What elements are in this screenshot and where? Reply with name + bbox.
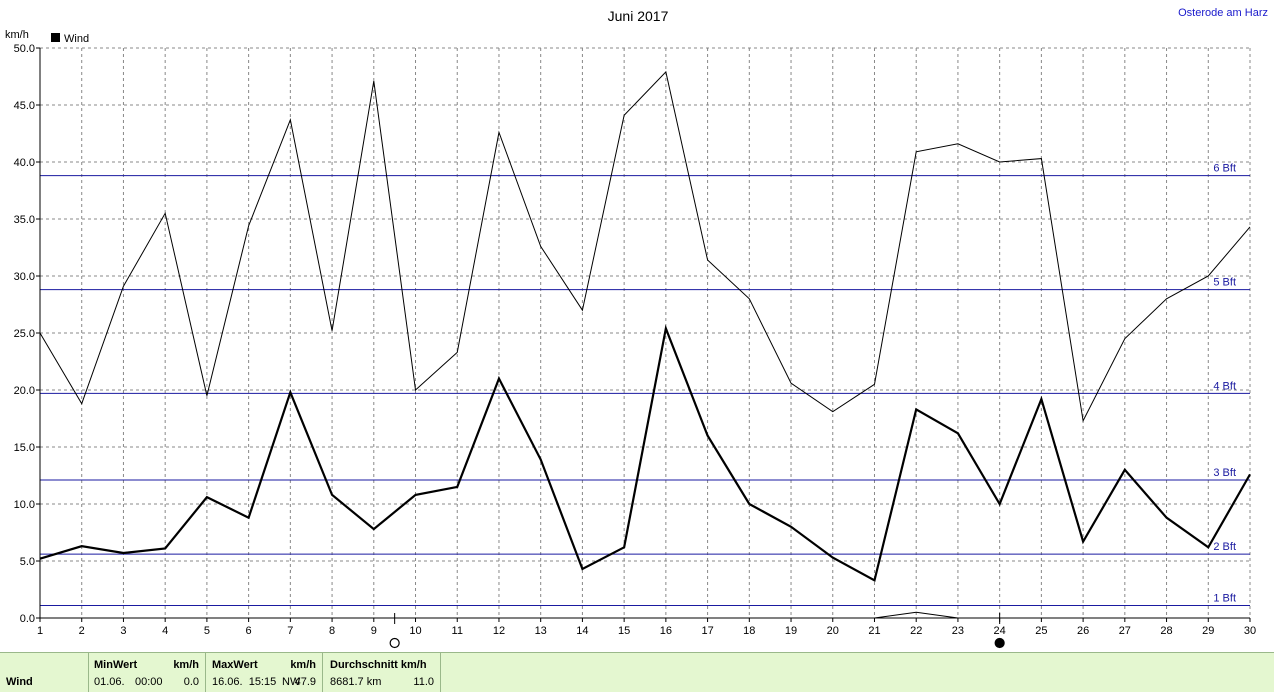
x-tick-label: 8: [329, 625, 335, 637]
x-tick-label: 21: [868, 625, 880, 637]
beaufort-label: 6 Bft: [1213, 163, 1236, 175]
series-line-max: [39, 70, 1251, 423]
y-tick-label: 20.0: [14, 385, 35, 397]
avg-value: 11.0: [413, 676, 434, 688]
x-tick-label: 11: [452, 625, 463, 637]
avg-cell: Durchschnitt km/h 8681.7 km 11.0: [323, 653, 441, 692]
beaufort-label: 4 Bft: [1213, 380, 1236, 392]
x-tick-label: 27: [1119, 625, 1131, 637]
x-tick-label: 20: [827, 625, 839, 637]
x-tick-label: 28: [1160, 625, 1172, 637]
y-tick-label: 45.0: [14, 100, 35, 112]
footer-label-cell: Wind: [0, 653, 89, 692]
min-header: MinWert: [94, 659, 138, 671]
beaufort-label: 2 Bft: [1213, 541, 1236, 553]
legend-label: Wind: [64, 33, 89, 45]
legend-swatch: [51, 33, 60, 42]
y-tick-label: 40.0: [14, 157, 35, 169]
x-tick-label: 15: [618, 625, 630, 637]
x-tick-label: 16: [660, 625, 672, 637]
y-tick-label: 25.0: [14, 328, 35, 340]
max-value: 47.9: [294, 676, 316, 688]
x-tick-label: 29: [1202, 625, 1214, 637]
x-tick-label: 19: [785, 625, 797, 637]
max-unit: km/h: [290, 659, 316, 671]
max-direction: NW: [282, 676, 301, 688]
x-tick-label: 23: [952, 625, 964, 637]
summary-footer: Wind MinWert km/h 01.06. 00:00 0.0 MaxWe…: [0, 652, 1274, 692]
y-tick-label: 50.0: [14, 43, 35, 55]
x-tick-label: 4: [162, 625, 168, 637]
x-tick-label: 7: [287, 625, 293, 637]
min-cell: MinWert km/h 01.06. 00:00 0.0: [89, 653, 206, 692]
wind-chart: Juni 2017 Osterode am Harz km/h Wind 0.0…: [5, 7, 1268, 649]
min-date: 01.06.: [94, 676, 125, 688]
full-moon-icon: [389, 637, 400, 649]
location-label: Osterode am Harz: [1178, 7, 1268, 19]
x-tick-label: 3: [120, 625, 126, 637]
chart-title: Juni 2017: [608, 8, 669, 24]
footer-row-label: Wind: [6, 676, 33, 688]
plot-area: 0.0 5.0 10.0 15.0 20.0 25.0 30.0 35.0 40.0 45.0 50…: [14, 43, 1256, 649]
y-tick-label: 0.0: [20, 613, 35, 625]
series-line-average: [39, 324, 1251, 583]
beaufort-label: 3 Bft: [1213, 467, 1236, 479]
y-tick-label: 10.0: [14, 499, 35, 511]
y-tick-label: 35.0: [14, 214, 35, 226]
new-moon-icon: [994, 637, 1005, 649]
min-value: 0.0: [183, 676, 199, 688]
x-tick-label: 10: [409, 625, 421, 637]
y-axis-unit: km/h: [5, 29, 29, 41]
min-unit: km/h: [173, 659, 199, 671]
beaufort-label: 5 Bft: [1213, 277, 1236, 289]
y-tick-label: 30.0: [14, 271, 35, 283]
avg-header: Durchschnitt km/h: [330, 659, 427, 671]
y-tick-label: 15.0: [14, 442, 35, 454]
avg-distance: 8681.7 km: [330, 676, 382, 688]
x-tick-label: 25: [1035, 625, 1047, 637]
x-tick-label: 22: [910, 625, 922, 637]
x-tick-label: 1: [37, 625, 43, 637]
x-tick-label: 12: [493, 625, 505, 637]
x-tick-label: 18: [743, 625, 755, 637]
x-tick-label: 9: [371, 625, 377, 637]
max-cell: MaxWert km/h 16.06. 15:15 NW 47.9: [206, 653, 323, 692]
x-tick-label: 26: [1077, 625, 1089, 637]
y-tick-label: 5.0: [20, 556, 35, 568]
x-tick-label: 24: [994, 625, 1006, 637]
max-header: MaxWert: [212, 659, 258, 671]
series-line-calm: [874, 611, 958, 619]
x-tick-label: 6: [246, 625, 252, 637]
x-tick-label: 17: [701, 625, 713, 637]
x-tick-label: 5: [204, 625, 210, 637]
x-tick-label: 13: [535, 625, 547, 637]
beaufort-label: 1 Bft: [1213, 592, 1236, 604]
x-tick-label: 2: [79, 625, 85, 637]
max-datetime: 16.06. 15:15: [212, 676, 277, 688]
min-time: 00:00: [135, 676, 163, 688]
x-tick-label: 30: [1244, 625, 1256, 637]
x-tick-label: 14: [576, 625, 588, 637]
